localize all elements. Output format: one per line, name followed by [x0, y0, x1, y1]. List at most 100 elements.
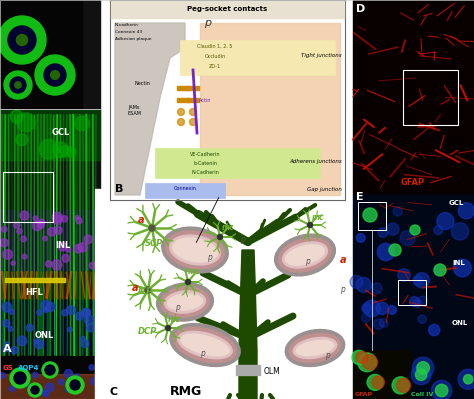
Text: Coll IV: Coll IV: [411, 392, 433, 397]
Circle shape: [218, 235, 222, 239]
Circle shape: [451, 223, 469, 240]
Bar: [353, 0, 474, 195]
Circle shape: [367, 374, 383, 390]
Circle shape: [65, 386, 71, 392]
Text: p: p: [340, 286, 345, 294]
Circle shape: [15, 82, 21, 88]
Text: OLM: OLM: [264, 367, 281, 377]
Circle shape: [5, 342, 9, 346]
Circle shape: [10, 368, 30, 388]
Ellipse shape: [156, 283, 213, 321]
Circle shape: [10, 77, 26, 93]
Circle shape: [42, 362, 58, 378]
Circle shape: [14, 372, 26, 384]
Circle shape: [397, 378, 410, 392]
Circle shape: [44, 307, 49, 312]
Circle shape: [11, 261, 15, 265]
Circle shape: [364, 300, 380, 317]
Circle shape: [177, 109, 184, 115]
Text: ICP: ICP: [138, 288, 154, 296]
Bar: [414, 2, 472, 50]
Circle shape: [411, 365, 431, 385]
Circle shape: [0, 239, 8, 247]
Bar: [236, 365, 260, 375]
Circle shape: [356, 233, 365, 242]
Circle shape: [75, 215, 79, 219]
Text: GCL: GCL: [52, 128, 70, 137]
Text: Tight junctions: Tight junctions: [301, 53, 342, 58]
Circle shape: [64, 369, 73, 378]
Circle shape: [76, 217, 82, 224]
Bar: [111, 1, 344, 18]
Circle shape: [66, 384, 74, 392]
Circle shape: [89, 365, 94, 370]
Circle shape: [431, 380, 452, 399]
Ellipse shape: [161, 287, 210, 317]
Circle shape: [362, 313, 371, 322]
Ellipse shape: [293, 338, 337, 359]
Circle shape: [66, 247, 71, 252]
Text: mc: mc: [168, 314, 181, 324]
Text: A: A: [3, 344, 12, 354]
Circle shape: [17, 336, 27, 346]
Circle shape: [8, 326, 13, 331]
Circle shape: [3, 346, 9, 352]
Circle shape: [54, 226, 62, 234]
Text: p: p: [305, 257, 310, 267]
Circle shape: [308, 223, 312, 227]
Text: DCP: DCP: [138, 328, 157, 336]
Circle shape: [1, 227, 7, 232]
Bar: [145, 183, 225, 198]
Text: Peg-socket contacts: Peg-socket contacts: [187, 6, 268, 12]
Text: p: p: [175, 304, 180, 312]
Bar: [413, 350, 473, 399]
Circle shape: [28, 383, 42, 397]
Circle shape: [53, 215, 62, 225]
Ellipse shape: [274, 234, 336, 276]
Text: Actin: Actin: [199, 97, 211, 103]
Text: Gap junction: Gap junction: [307, 187, 342, 192]
Text: JAMs
ESAM: JAMs ESAM: [128, 105, 142, 116]
Circle shape: [454, 259, 471, 277]
Circle shape: [16, 134, 27, 146]
Circle shape: [0, 373, 5, 378]
Text: Adhesion plaque: Adhesion plaque: [115, 37, 152, 41]
Ellipse shape: [296, 340, 334, 356]
Circle shape: [428, 324, 440, 336]
Ellipse shape: [279, 238, 331, 272]
Text: p: p: [325, 350, 330, 359]
Circle shape: [31, 386, 39, 394]
Bar: [180, 40, 335, 75]
Circle shape: [363, 355, 378, 370]
Circle shape: [46, 261, 52, 267]
Bar: [0, 0, 82, 109]
Circle shape: [413, 299, 421, 308]
Text: GFAP: GFAP: [355, 392, 373, 397]
Circle shape: [356, 352, 368, 363]
Text: Occludin: Occludin: [204, 54, 226, 59]
Text: mc: mc: [312, 213, 325, 223]
Circle shape: [418, 315, 426, 324]
Bar: [0, 110, 100, 160]
Circle shape: [22, 254, 27, 259]
Polygon shape: [239, 250, 257, 399]
Circle shape: [464, 375, 473, 384]
Bar: [353, 195, 474, 350]
Circle shape: [362, 303, 371, 313]
Text: GCL: GCL: [449, 200, 464, 206]
Circle shape: [9, 386, 15, 391]
Circle shape: [2, 302, 12, 312]
Circle shape: [34, 339, 39, 344]
Circle shape: [53, 142, 68, 158]
Ellipse shape: [167, 294, 202, 310]
Ellipse shape: [178, 331, 232, 359]
Circle shape: [89, 263, 96, 269]
Circle shape: [372, 376, 384, 389]
Circle shape: [84, 235, 92, 244]
Circle shape: [434, 226, 443, 235]
Circle shape: [47, 227, 56, 236]
Circle shape: [371, 283, 382, 294]
Bar: [358, 202, 386, 230]
Circle shape: [14, 222, 20, 228]
Ellipse shape: [283, 242, 328, 268]
